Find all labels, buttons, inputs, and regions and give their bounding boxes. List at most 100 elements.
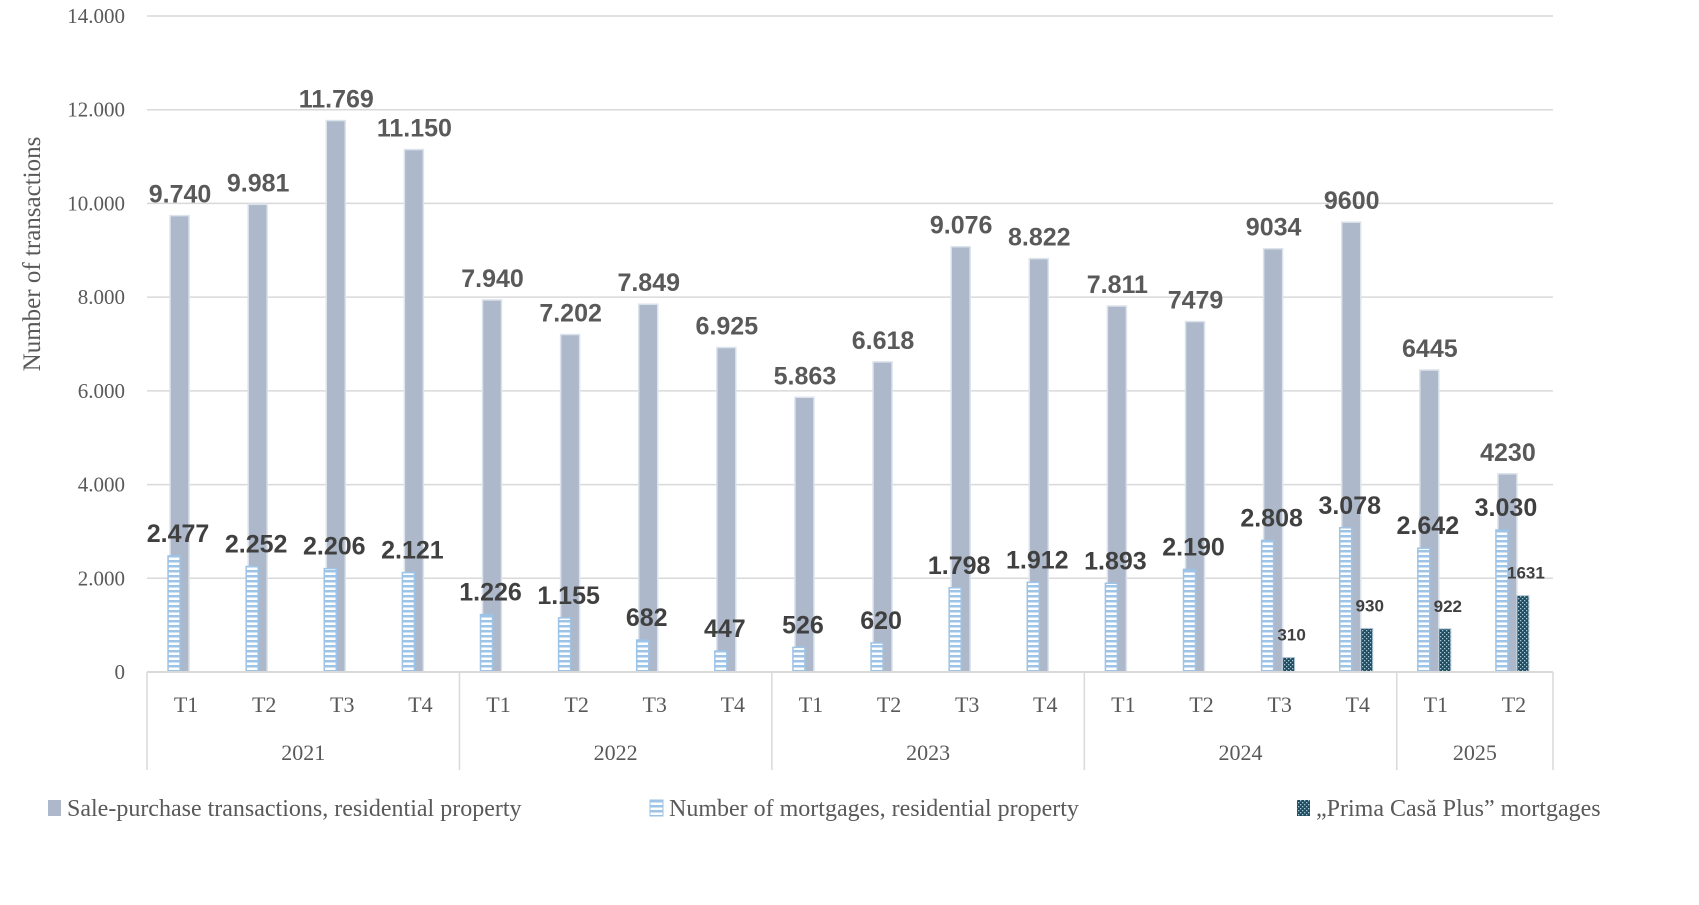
data-label-prima-casa-plus: 310 [1277, 625, 1305, 644]
data-label-prima-casa-plus: 1631 [1507, 564, 1545, 583]
bar-mortgages [714, 650, 728, 673]
bar-mortgages [870, 642, 884, 673]
y-tick-label: 4.000 [78, 473, 125, 497]
y-tick-label: 12.000 [67, 98, 125, 122]
legend: Sale-purchase transactions, residential … [48, 796, 1601, 822]
data-label-mortgages: 3.078 [1318, 492, 1381, 520]
x-tick-label: T3 [1267, 692, 1291, 717]
data-label-sale-purchase: 6.925 [696, 313, 759, 341]
bars [167, 119, 1530, 673]
x-tick-label: T1 [486, 692, 510, 717]
bar-mortgages [401, 571, 416, 673]
data-label-mortgages: 1.798 [928, 552, 991, 580]
data-label-sale-purchase: 5.863 [774, 362, 837, 390]
bar-mortgages [1338, 527, 1353, 673]
data-label-mortgages: 620 [860, 607, 902, 635]
data-label-sale-purchase: 9.740 [149, 181, 212, 209]
legend-label: Number of mortgages, residential propert… [669, 796, 1079, 822]
data-label-sale-purchase: 11.150 [377, 115, 452, 143]
y-tick-label: 6.000 [78, 379, 125, 403]
x-tick-label: T1 [174, 692, 198, 717]
x-tick-label: T1 [1111, 692, 1135, 717]
bar-mortgages [479, 613, 494, 673]
data-label-prima-casa-plus: 930 [1356, 596, 1384, 615]
y-tick-label: 14.000 [67, 4, 125, 28]
data-label-sale-purchase: 7.940 [461, 265, 524, 293]
legend-item: Number of mortgages, residential propert… [649, 796, 1079, 822]
x-axis: T1 T2 T3 T4 2021 T1 T2 T3 T4 2022 T1 T2 T3 T4 2023 T1 T2… [146, 671, 1554, 770]
x-tick-label: T2 [877, 692, 901, 717]
data-label-sale-purchase: 7.202 [539, 300, 602, 328]
data-label-mortgages: 2.808 [1240, 504, 1303, 532]
bar-mortgages [1417, 547, 1431, 673]
x-tick-label: T4 [721, 692, 745, 717]
data-label-sale-purchase: 7.849 [617, 269, 680, 297]
bar-mortgages [1104, 582, 1119, 673]
bar-prima-casa-plus [1438, 628, 1452, 673]
bar-mortgages [245, 565, 259, 673]
bar-mortgages [1495, 529, 1509, 673]
x-tick-label: T2 [1502, 692, 1526, 717]
legend-item: Sale-purchase transactions, residential … [48, 796, 522, 822]
bar-mortgages [323, 567, 338, 673]
data-label-prima-casa-plus: 922 [1434, 597, 1462, 616]
x-group-label: 2025 [1453, 740, 1497, 765]
data-label-mortgages: 3.030 [1475, 494, 1538, 522]
x-group-label: 2021 [281, 740, 325, 765]
x-group-label: 2023 [906, 740, 950, 765]
x-tick-label: T3 [955, 692, 979, 717]
data-label-mortgages: 2.190 [1162, 533, 1225, 561]
bar-prima-casa-plus [1360, 627, 1374, 673]
legend-swatch [1297, 800, 1310, 816]
bar-mortgages [792, 646, 806, 673]
x-tick-label: T1 [799, 692, 823, 717]
legend-swatch [649, 799, 664, 817]
data-label-mortgages: 2.121 [381, 537, 444, 565]
x-tick-label: T3 [642, 692, 666, 717]
bar-mortgages [948, 587, 962, 673]
y-tick-label: 0 [115, 660, 126, 684]
data-label-mortgages: 1.893 [1084, 547, 1147, 575]
data-label-mortgages: 2.642 [1397, 512, 1460, 540]
data-label-sale-purchase: 4230 [1480, 439, 1536, 467]
bar-mortgages [1182, 568, 1197, 673]
x-tick-label: T2 [1189, 692, 1213, 717]
x-group-label: 2022 [594, 740, 638, 765]
bar-mortgages [557, 617, 572, 673]
legend-swatch [48, 800, 61, 816]
data-label-mortgages: 682 [626, 604, 668, 632]
y-axis-ticks: 0 2.000 4.000 6.000 8.000 10.000 12.000 14.000 [67, 4, 125, 684]
bar-mortgages [1260, 539, 1275, 673]
data-label-sale-purchase: 9.076 [930, 212, 993, 240]
bar-mortgages [1026, 581, 1041, 673]
x-tick-label: T2 [252, 692, 276, 717]
data-label-mortgages: 1.912 [1006, 546, 1069, 574]
data-label-mortgages: 1.155 [537, 582, 600, 610]
data-label-mortgages: 2.477 [147, 520, 210, 548]
x-group-label: 2024 [1219, 740, 1263, 765]
data-label-sale-purchase: 9.981 [227, 169, 290, 197]
data-label-mortgages: 2.252 [225, 530, 288, 558]
y-tick-label: 8.000 [78, 285, 125, 309]
data-label-sale-purchase: 7479 [1168, 287, 1224, 315]
x-tick-label: T4 [1033, 692, 1057, 717]
data-label-sale-purchase: 9600 [1324, 187, 1380, 215]
data-label-sale-purchase: 11.769 [299, 86, 374, 114]
bar-prima-casa-plus [1282, 656, 1296, 673]
data-label-sale-purchase: 7.811 [1087, 271, 1148, 299]
legend-item: „Prima Casă Plus” mortgages [1297, 796, 1601, 822]
bar-mortgages [635, 639, 650, 673]
data-label-sale-purchase: 6445 [1402, 335, 1458, 363]
data-label-sale-purchase: 6.618 [852, 327, 915, 355]
data-label-mortgages: 526 [782, 611, 824, 639]
data-labels: 9.740 2.477 9.981 2.252 11.769 2.206 11.150 2.1… [147, 86, 1545, 645]
x-tick-label: T2 [564, 692, 588, 717]
y-tick-label: 10.000 [67, 191, 125, 215]
legend-label: Sale-purchase transactions, residential … [67, 796, 522, 822]
data-label-mortgages: 1.226 [459, 579, 522, 607]
legend-label: „Prima Casă Plus” mortgages [1316, 796, 1601, 822]
data-label-sale-purchase: 8.822 [1008, 224, 1071, 252]
x-tick-label: T4 [1345, 692, 1369, 717]
y-tick-label: 2.000 [78, 566, 125, 590]
data-label-mortgages: 2.206 [303, 533, 366, 561]
